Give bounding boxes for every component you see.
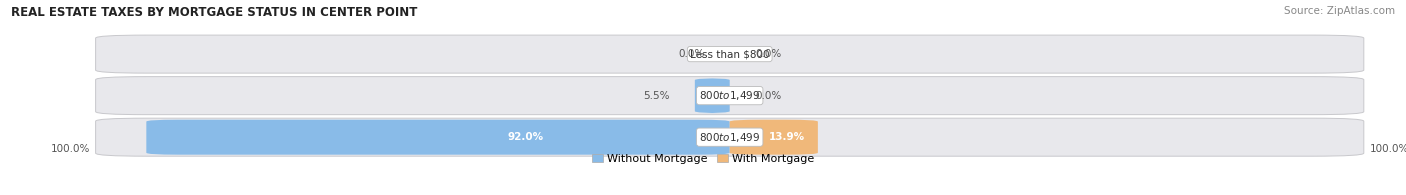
FancyBboxPatch shape: [695, 78, 730, 113]
FancyBboxPatch shape: [730, 120, 818, 155]
Text: 5.5%: 5.5%: [643, 91, 669, 101]
Text: 100.0%: 100.0%: [51, 144, 90, 154]
FancyBboxPatch shape: [146, 120, 730, 155]
Text: 92.0%: 92.0%: [508, 132, 544, 142]
Text: 0.0%: 0.0%: [678, 49, 704, 59]
Text: $800 to $1,499: $800 to $1,499: [699, 131, 761, 144]
Text: $800 to $1,499: $800 to $1,499: [699, 89, 761, 102]
Text: 0.0%: 0.0%: [755, 49, 782, 59]
FancyBboxPatch shape: [96, 77, 1364, 115]
FancyBboxPatch shape: [96, 35, 1364, 73]
Text: REAL ESTATE TAXES BY MORTGAGE STATUS IN CENTER POINT: REAL ESTATE TAXES BY MORTGAGE STATUS IN …: [11, 6, 418, 19]
Text: 100.0%: 100.0%: [1369, 144, 1406, 154]
Text: Source: ZipAtlas.com: Source: ZipAtlas.com: [1284, 6, 1395, 16]
Text: 13.9%: 13.9%: [769, 132, 806, 142]
Text: 0.0%: 0.0%: [755, 91, 782, 101]
FancyBboxPatch shape: [96, 118, 1364, 156]
Text: Less than $800: Less than $800: [690, 49, 769, 59]
Legend: Without Mortgage, With Mortgage: Without Mortgage, With Mortgage: [592, 154, 814, 164]
